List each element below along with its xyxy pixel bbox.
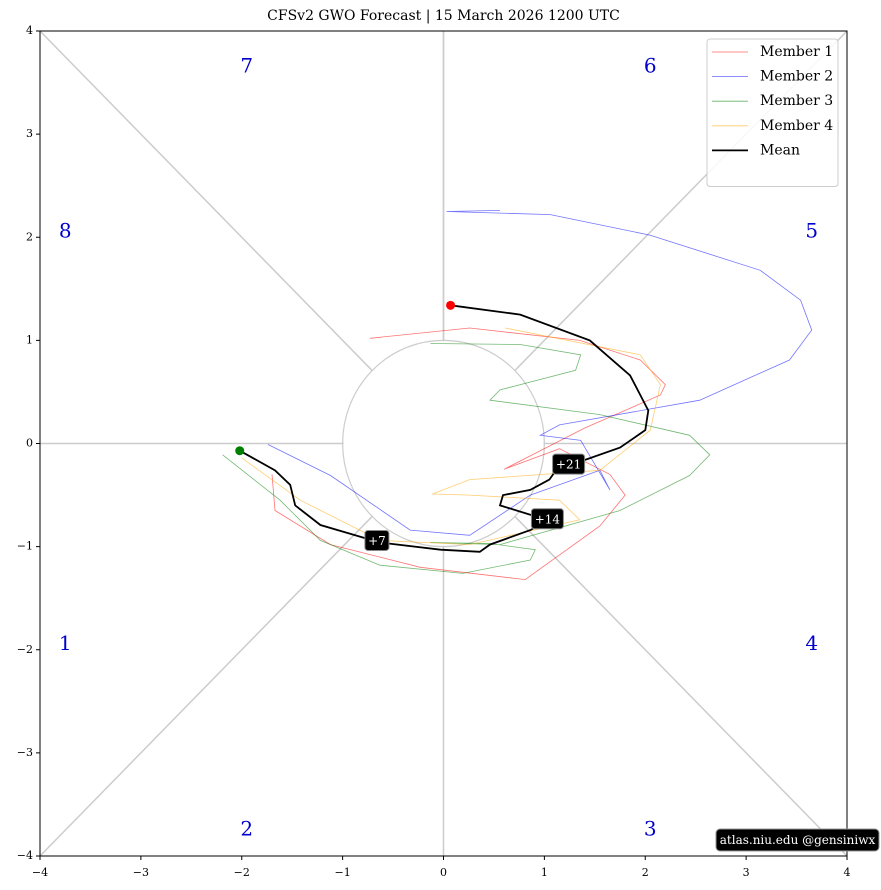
legend-box [706, 38, 839, 187]
phase-label: 1 [59, 631, 72, 655]
x-tick-label: 4 [844, 866, 851, 879]
divider [514, 515, 848, 857]
y-tick-label: −2 [17, 643, 33, 656]
y-tick-label: −4 [17, 849, 33, 862]
decorations [36, 30, 848, 860]
x-tick-label: −4 [32, 866, 48, 879]
x-tick-label: −3 [133, 866, 149, 879]
footer-text: atlas.niu.edu @gensiniwx [720, 833, 876, 847]
mean-line [239, 304, 650, 553]
x-tick-label: 0 [440, 866, 447, 879]
member-line [271, 327, 666, 581]
y-tick-label: 2 [26, 230, 33, 243]
lines [222, 210, 813, 581]
x-tick-label: −1 [335, 866, 351, 879]
x-tick-label: 2 [642, 866, 649, 879]
phase-label: 2 [240, 817, 253, 841]
x-tick-label: −2 [234, 866, 250, 879]
circle-mask [343, 341, 544, 546]
phase-label: 3 [644, 817, 657, 841]
annotation-box [552, 453, 586, 475]
footer-box [715, 828, 880, 852]
y-tick-label: 1 [26, 333, 33, 346]
legend-label: Mean [760, 142, 800, 158]
chart-title: CFSv2 GWO Forecast | 15 March 2026 1200 … [267, 8, 620, 24]
legend-label: Member 1 [760, 44, 833, 60]
divider [39, 30, 373, 372]
plot-frame [39, 30, 848, 857]
annotation-box [364, 529, 390, 551]
annotation-box [530, 508, 564, 530]
phase-label: 8 [59, 219, 72, 243]
x-tick-label: 1 [541, 866, 548, 879]
member-line [241, 327, 661, 546]
phase-label: 6 [644, 54, 657, 78]
x-tick-label: 3 [743, 866, 750, 879]
y-tick-label: 4 [26, 24, 33, 37]
start-marker [235, 446, 245, 456]
annotation-label: +14 [535, 512, 561, 526]
phase-label: 4 [805, 631, 818, 655]
annotation-label: +21 [556, 458, 581, 472]
y-tick-label: 3 [26, 127, 33, 140]
annotation-label: +7 [368, 534, 386, 548]
legend-label: Member 2 [760, 69, 833, 85]
member-line [222, 343, 711, 574]
phase-label: 5 [805, 219, 818, 243]
legend: Member 1 Member 2 Member 3 Member 4 Mean [706, 38, 839, 187]
phase-label: 7 [240, 54, 253, 78]
divider [39, 515, 373, 857]
y-tick-label: 0 [26, 437, 33, 450]
legend-label: Member 4 [760, 118, 833, 134]
legend-label: Member 3 [760, 93, 833, 109]
unit-circle [342, 339, 545, 548]
end-marker [446, 300, 456, 310]
y-tick-label: −3 [17, 746, 33, 759]
y-tick-label: −1 [17, 540, 33, 553]
member-line [267, 210, 813, 536]
